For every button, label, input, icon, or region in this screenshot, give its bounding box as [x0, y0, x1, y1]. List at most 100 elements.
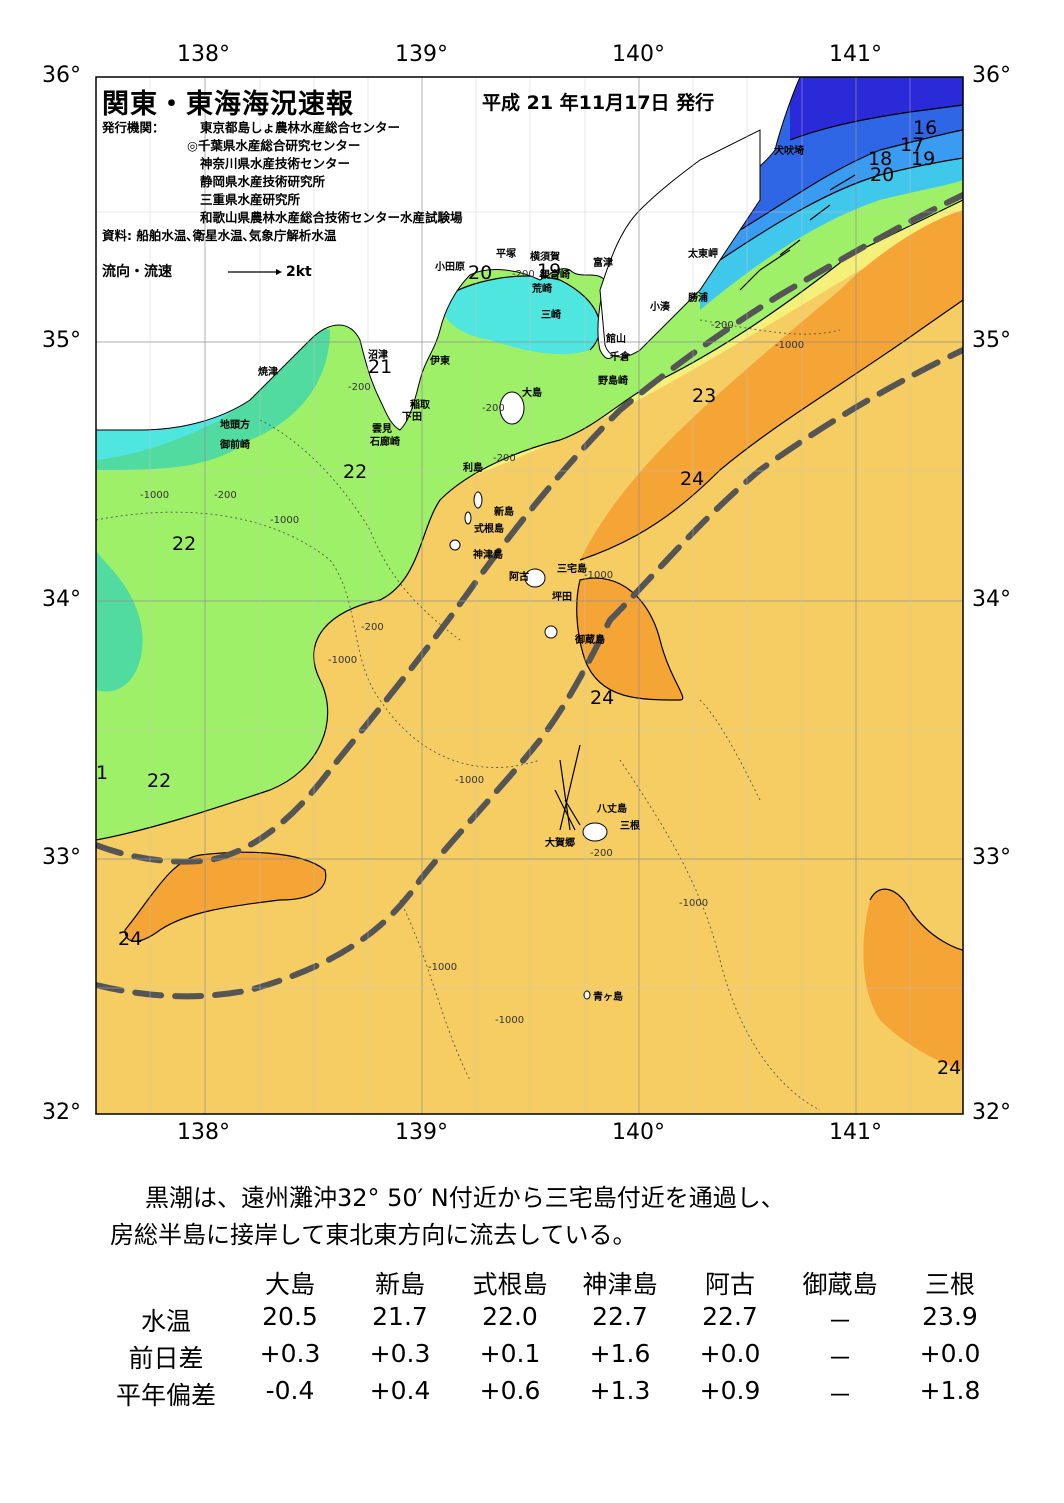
summary-line-2: 房総半島に接岸して東北東方向に流去している。 [110, 1221, 637, 1249]
place-misaki: 三崎 [541, 310, 561, 321]
stat-value: +0.0 [699, 1339, 761, 1368]
place-omaezaki: 御前崎 [220, 440, 250, 451]
boso-peninsula [599, 129, 761, 358]
stat-value: 21.7 [372, 1302, 428, 1331]
station-header: 三根 [924, 1270, 975, 1299]
depth-label: -200 [214, 490, 237, 501]
stat-value: 20.5 [262, 1302, 318, 1331]
stat-value: -0.4 [265, 1376, 315, 1405]
stat-value: +1.3 [589, 1376, 651, 1405]
data-source: 資料: 船舶水温､衛星水温､気象庁解析水温 [102, 228, 337, 243]
stat-value: +0.4 [369, 1376, 431, 1405]
isotherm-label: 20 [870, 164, 895, 186]
isotherm-label: 24 [937, 1057, 962, 1079]
place-chikura: 千倉 [610, 352, 630, 363]
stat-value: +1.6 [589, 1339, 651, 1368]
stat-value: +0.3 [369, 1339, 431, 1368]
lon-label-140: 140° [612, 42, 665, 67]
depth-label: -200 [361, 622, 384, 633]
issuer-1: 東京都島しょ農林水産総合センター [200, 120, 401, 135]
lat-label-32-right: 32° [972, 1100, 1011, 1125]
lat-label-35-right: 35° [972, 328, 1011, 353]
lat-label-34: 34° [42, 587, 81, 612]
place-shikinejima: 式根島 [474, 524, 504, 535]
flow-scale-arrow [228, 269, 282, 275]
lon-label-139: 139° [395, 42, 448, 67]
station-header: 神津島 [582, 1270, 658, 1299]
station-header: 新島 [374, 1270, 425, 1299]
depth-label: -1000 [584, 570, 614, 581]
temp-zone-25c [125, 852, 326, 942]
place-katsuura: 勝浦 [688, 293, 708, 304]
temp-zone-25d [863, 889, 963, 1070]
place-oshima: 大島 [522, 388, 542, 399]
isotherm-label: 23 [692, 385, 717, 407]
map-title: 関東・東海海況速報 [102, 89, 354, 120]
place-hiratsuka: 平塚 [496, 249, 516, 260]
depth-label: -1000 [428, 962, 458, 973]
map-frame [95, 76, 964, 1115]
temp-zone-20b [440, 276, 600, 355]
place-kozushima: 神津島 [473, 550, 503, 561]
lon-label-139-bottom: 139° [395, 1120, 448, 1145]
isotherm-label: 24 [590, 687, 615, 709]
place-tateyama: 館山 [606, 334, 626, 345]
depth-label: -1000 [270, 515, 300, 526]
isotherm-label: 22 [343, 461, 368, 483]
place-inatori: 稲取 [410, 400, 430, 411]
lat-label-35: 35° [42, 328, 81, 353]
depth-label: -200 [590, 848, 613, 859]
stat-value: 23.9 [922, 1302, 978, 1331]
issuer-label: 発行機関： [102, 120, 165, 135]
stat-value: － [827, 1344, 853, 1373]
temp-zone-25a [580, 210, 963, 560]
station-header: 御蔵島 [802, 1270, 878, 1299]
row-label: 前日差 [128, 1344, 204, 1373]
place-nojimazaki: 野島崎 [598, 376, 628, 387]
stat-value: +0.6 [479, 1376, 541, 1405]
place-futtsu: 富津 [593, 258, 613, 269]
stat-value: 22.0 [482, 1302, 538, 1331]
summary-line-1: 黒潮は、遠州灘沖32° 50′ N付近から三宅島付近を通過し、 [145, 1184, 785, 1212]
lat-label-33: 33° [42, 845, 81, 870]
place-odawara: 小田原 [435, 262, 465, 273]
place-niijima: 新島 [494, 507, 514, 518]
place-aogashima: 青ヶ島 [593, 992, 623, 1003]
depth-label: -1000 [495, 1015, 525, 1026]
place-mikurajima: 御蔵島 [575, 635, 605, 646]
lat-label-33-right: 33° [972, 845, 1011, 870]
toshima-island [473, 491, 483, 509]
place-numazu: 沼津 [368, 350, 388, 361]
place-tsubota: 坪田 [552, 592, 572, 603]
current-arrows [554, 174, 856, 831]
place-toshima: 利島 [463, 463, 483, 474]
lat-label-36: 36° [42, 63, 81, 88]
place-yokosuka: 横須賀 [530, 252, 560, 263]
lat-label-32: 32° [42, 1100, 81, 1125]
place-jitogata: 地頭方 [220, 420, 250, 431]
stat-value: 22.7 [592, 1302, 648, 1331]
place-okago: 大賀郷 [545, 838, 575, 849]
stat-value: － [827, 1381, 853, 1410]
isotherm-label: 24 [118, 928, 143, 950]
place-kumomi: 雲見 [372, 424, 392, 435]
shikinejima-island [449, 539, 461, 551]
oshima-island [499, 391, 525, 425]
flow-scale-label: 2kt [286, 264, 312, 280]
place-taitomisaki: 太東岬 [688, 249, 718, 260]
issue-date: 平成 21 年11月17日 発行 [482, 92, 715, 114]
place-kannonzaki: 観音崎 [540, 270, 570, 281]
place-kominato: 小湊 [650, 302, 670, 313]
station-header: 式根島 [472, 1270, 548, 1299]
lon-label-140-bottom: 140° [612, 1120, 665, 1145]
niijima-island [464, 511, 472, 525]
depth-label: -200 [482, 403, 505, 414]
stat-value: +0.9 [699, 1376, 761, 1405]
lon-label-138: 138° [177, 42, 230, 67]
place-irozaki: 石廊崎 [370, 437, 400, 448]
depth-label: -200 [493, 453, 516, 464]
lat-label-34-right: 34° [972, 587, 1011, 612]
isotherm-label: 20 [468, 262, 493, 284]
place-ito: 伊東 [430, 356, 450, 367]
lat-label-36-right: 36° [972, 63, 1011, 88]
